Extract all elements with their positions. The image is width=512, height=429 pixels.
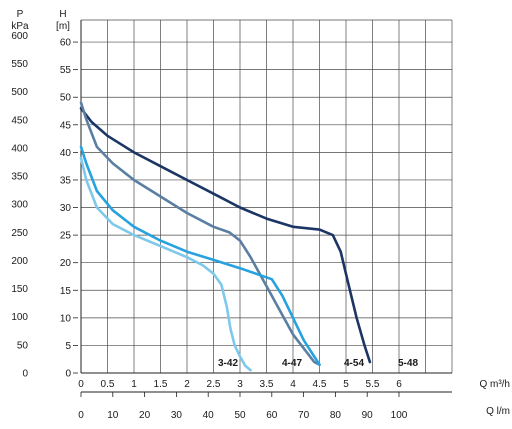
flow-tick-label: 5.5 (366, 379, 380, 390)
lpm-tick-label: 10 (107, 410, 119, 421)
pressure-axis-name: P (17, 9, 24, 20)
lpm-axis-label: Q l/m (486, 406, 510, 417)
head-tick-label: 20 (60, 258, 72, 269)
head-tick-label: 55 (60, 65, 72, 76)
series-line-5-48 (79, 107, 372, 364)
lpm-tick-label: 70 (298, 410, 310, 421)
series-line-4-47 (79, 145, 321, 367)
pressure-tick-label: 100 (11, 312, 28, 323)
labels: P kPa H [m] Q m³/h Q l/m 051015202530354… (11, 9, 510, 421)
pressure-tick-label: 500 (11, 87, 28, 98)
curves (79, 101, 372, 372)
lpm-tick-label: 0 (78, 410, 84, 421)
pressure-tick-label: 0 (22, 369, 28, 380)
pressure-tick-label: 50 (17, 340, 29, 351)
flow-axis-label: Q m³/h (479, 379, 510, 390)
series-line-4-54 (79, 101, 321, 367)
grid (81, 19, 453, 373)
pressure-tick-label: 400 (11, 143, 28, 154)
flow-tick-label: 0 (78, 379, 84, 390)
head-tick-label: 50 (60, 93, 72, 104)
series-label-5-48: 5-48 (398, 358, 418, 369)
pressure-tick-label: 550 (11, 59, 28, 70)
flow-tick-label: 3.5 (260, 379, 274, 390)
pressure-tick-label: 150 (11, 284, 28, 295)
head-tick-label: 40 (60, 148, 72, 159)
flow-tick-label: 0.5 (101, 379, 115, 390)
pressure-tick-label: 600 (11, 31, 28, 42)
series-label-4-54: 4-54 (344, 358, 364, 369)
pressure-tick-label: 450 (11, 115, 28, 126)
head-tick-label: 45 (60, 120, 72, 131)
head-tick-label: 25 (60, 231, 72, 242)
lpm-tick-label: 40 (203, 410, 215, 421)
head-tick-label: 15 (60, 286, 72, 297)
lpm-tick-label: 50 (234, 410, 246, 421)
series-line-3-42 (79, 156, 252, 372)
flow-tick-label: 1 (131, 379, 137, 390)
pressure-tick-label: 200 (11, 256, 28, 267)
head-tick-label: 60 (60, 38, 72, 49)
pressure-tick-label: 300 (11, 200, 28, 211)
pressure-tick-label: 250 (11, 228, 28, 239)
axes (80, 20, 452, 393)
head-axis-unit: [m] (56, 21, 70, 32)
flow-tick-label: 2.5 (207, 379, 221, 390)
lpm-tick-label: 20 (139, 410, 151, 421)
head-axis-name: H (59, 9, 66, 20)
series-label-3-42: 3-42 (218, 358, 238, 369)
flow-tick-label: 3 (237, 379, 243, 390)
head-tick-label: 5 (65, 341, 71, 352)
lpm-tick-label: 60 (266, 410, 278, 421)
head-tick-label: 10 (60, 313, 72, 324)
lpm-tick-label: 90 (362, 410, 374, 421)
flow-tick-label: 5 (343, 379, 349, 390)
lpm-tick-label: 30 (171, 410, 183, 421)
head-tick-label: 0 (65, 369, 71, 380)
flow-tick-label: 4.5 (313, 379, 327, 390)
head-tick-label: 35 (60, 175, 72, 186)
flow-tick-label: 2 (184, 379, 190, 390)
series-label-4-47: 4-47 (282, 358, 302, 369)
head-tick-label: 30 (60, 203, 72, 214)
pressure-axis-unit: kPa (11, 21, 29, 32)
lpm-tick-label: 80 (330, 410, 342, 421)
flow-tick-label: 1.5 (154, 379, 168, 390)
pressure-tick-label: 350 (11, 172, 28, 183)
lpm-tick-label: 100 (391, 410, 408, 421)
flow-tick-label: 6 (396, 379, 402, 390)
flow-tick-label: 4 (290, 379, 296, 390)
